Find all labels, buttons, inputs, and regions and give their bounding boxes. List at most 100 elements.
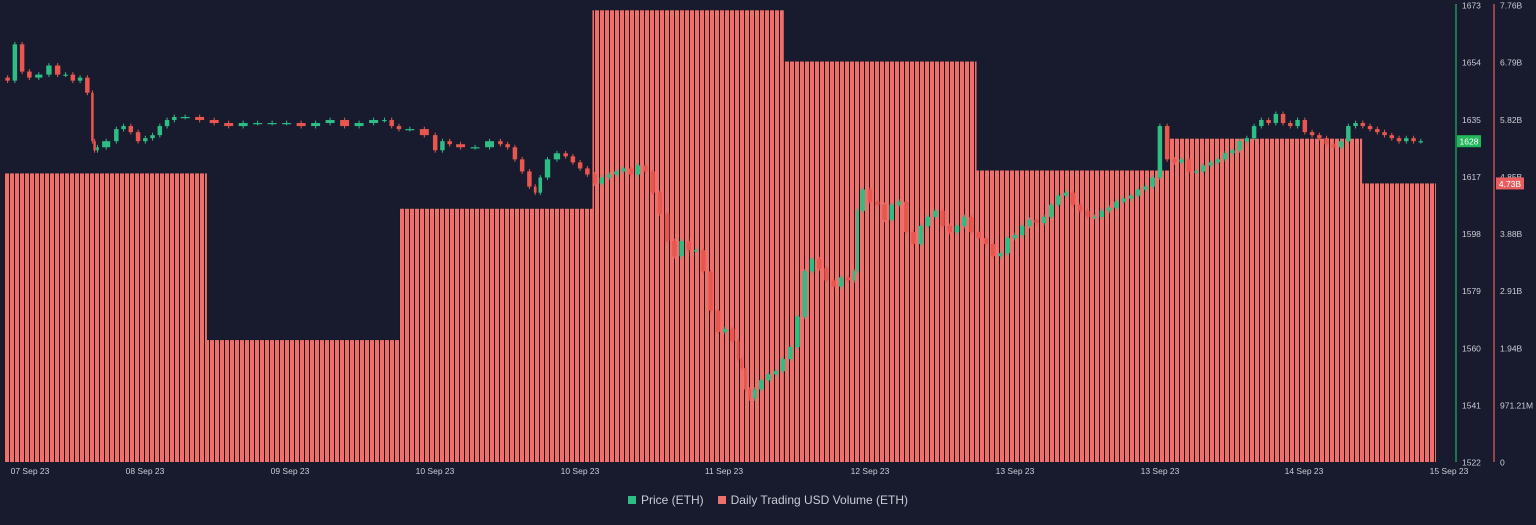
price-candle [1150,177,1155,187]
price-candle [1193,171,1199,173]
price-candle [70,74,76,81]
price-candle [27,71,32,78]
price-candle [1027,219,1032,226]
price-candle [1186,159,1192,172]
price-candle [1360,123,1366,127]
price-candle [121,126,126,130]
x-tick-label: 10 Sep 23 [416,466,455,476]
price-candle [1106,207,1112,211]
price-candle [643,165,648,172]
price-candle [527,171,532,187]
price-candle [432,135,438,151]
price-candle [440,141,445,151]
price-candle [1201,165,1206,172]
price-candle [93,141,96,151]
volume-bar [976,170,1170,462]
legend-item-volume[interactable]: Daily Trading USD Volume (ETH) [717,493,909,507]
price-candle [621,168,626,172]
price-candle [1353,123,1358,127]
price-candle [553,153,561,160]
price-candle [1280,113,1286,124]
price-candle [577,162,583,169]
price-candle [740,359,743,369]
price-candle [1251,126,1257,139]
price-tick-label: 1560 [1462,343,1481,353]
volume-bar [206,340,400,462]
price-candle [889,204,894,220]
price-candle [1099,210,1105,217]
price-candle [253,123,263,125]
price-candle [1259,120,1264,127]
legend-swatch-price [627,496,636,504]
price-candle [693,250,699,252]
price-candle [788,346,793,360]
price-candle [904,201,909,232]
legend-label-volume: Daily Trading USD Volume (ETH) [730,493,909,507]
volume-bars [4,10,1436,463]
volume-current-badge [1496,177,1524,190]
price-candle [1222,153,1228,160]
price-candle [46,65,52,75]
price-candle [1288,123,1293,127]
price-candle [795,316,800,347]
price-candle [267,123,277,125]
price-candle [856,210,859,272]
price-candle [102,141,111,148]
price-candle [143,138,148,142]
price-candle [635,165,641,175]
price-candle [860,189,866,211]
price-tick-label: 1654 [1462,58,1481,68]
x-tick-label: 10 Sep 23 [561,466,600,476]
price-candle [12,44,18,81]
price-candle [867,189,873,202]
price-candle [157,126,163,136]
price-candle [485,141,495,148]
price-candle [419,129,429,136]
price-candle [722,328,728,332]
x-tick-label: 08 Sep 23 [126,466,165,476]
price-candle [672,241,677,257]
price-candle [563,153,568,157]
price-candle [224,123,234,127]
price-candle [1338,141,1344,148]
x-tick-label: 15 Sep 23 [1430,466,1469,476]
volume-tick-label: 0 [1500,458,1505,468]
price-candle [686,241,692,251]
price-candle [1019,225,1025,236]
price-tick-label: 1673 [1462,1,1481,11]
price-candle [1302,120,1308,133]
price-candle [396,126,402,130]
volume-bar [592,10,784,462]
price-candle [1164,126,1170,160]
price-candle [54,65,61,75]
price-candle [1317,135,1322,139]
x-tick-label: 07 Sep 23 [11,466,50,476]
price-candle [882,204,887,220]
price-candle [1411,138,1416,142]
volume-bar [399,208,593,462]
volume-current-label: 4.73B [1499,179,1522,189]
price-candle [77,77,83,81]
price-candle [918,225,923,245]
price-candle [650,171,655,193]
x-tick-label: 12 Sep 23 [851,466,890,476]
axes: 1673 1654 1635 1617 1598 1579 1560 1541 1522 7.76… [11,1,1533,477]
price-candle [1418,141,1424,143]
price-candle [447,141,452,145]
x-tick-label: 09 Sep 23 [271,466,310,476]
price-candle [63,74,68,76]
price-candle [1172,159,1177,163]
price-candle [238,123,248,127]
volume-bar [783,61,977,463]
x-tick-label: 14 Sep 23 [1285,466,1324,476]
price-candle [628,168,634,175]
price-candle [114,129,119,142]
price-candle [382,120,387,122]
price-candle [1143,186,1148,190]
price-candle [998,253,1003,257]
price-candle [1077,204,1083,211]
price-candle [664,213,670,242]
legend-item-price[interactable]: Price (ETH) [627,493,704,507]
price-candle [875,201,880,205]
price-candle [296,123,306,127]
